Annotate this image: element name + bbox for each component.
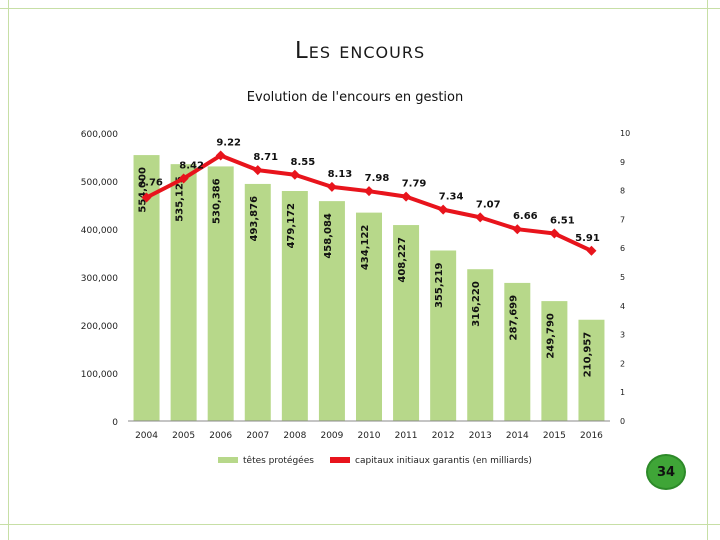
legend-label-line: capitaux initiaux garantis (en milliards… [355, 456, 532, 466]
y-right-tick-label: 7 [620, 215, 625, 224]
frame-line-top [0, 8, 720, 9]
line-value-label: 8.42 [179, 161, 204, 172]
chart-title: Evolution de l'encours en gestion [247, 90, 463, 105]
y-right-tick-label: 6 [620, 244, 625, 253]
bar-value-label: 530,386 [212, 178, 223, 224]
bar-value-label: 355,219 [434, 262, 445, 308]
line-value-label: 9.22 [216, 137, 241, 148]
x-tick-label: 2014 [506, 431, 529, 441]
y-right-tick-label: 9 [620, 158, 625, 167]
bar-2005 [170, 164, 197, 421]
x-tick-label: 2007 [246, 431, 269, 441]
bar-2007 [244, 183, 271, 421]
line-value-label: 7.98 [365, 173, 390, 184]
x-tick-label: 2009 [320, 431, 343, 441]
y-left-tick-label: 500,000 [81, 178, 118, 188]
legend-swatch-line [330, 457, 350, 463]
y-right-tick-label: 4 [620, 302, 625, 311]
x-tick-label: 2015 [543, 431, 566, 441]
bar-2011 [393, 225, 420, 421]
bar-2013 [467, 269, 494, 421]
y-right-tick-label: 1 [620, 388, 625, 397]
bar-value-label: 287,699 [508, 295, 519, 341]
x-tick-label: 2016 [580, 431, 603, 441]
line-point-2015 [549, 228, 560, 239]
line-point-2009 [326, 181, 337, 192]
bar-value-label: 249,790 [545, 313, 556, 359]
line-value-label: 8.71 [253, 152, 278, 163]
line-value-label: 8.55 [291, 157, 316, 168]
y-right-tick-label: 5 [620, 273, 625, 282]
y-right-tick-label: 2 [620, 359, 625, 368]
line-point-2013 [475, 212, 486, 223]
bar-2010 [356, 212, 382, 421]
y-left-tick-label: 400,000 [81, 226, 118, 236]
y-right-tick-label: 8 [620, 187, 625, 196]
bar-value-label: 493,876 [249, 196, 260, 242]
slide-title: Les encours [294, 38, 426, 64]
y-left-tick-label: 300,000 [81, 274, 118, 284]
line-point-2011 [401, 191, 412, 202]
x-tick-label: 2012 [432, 431, 455, 441]
line-value-label: 7.79 [402, 179, 427, 190]
x-tick-label: 2013 [469, 431, 492, 441]
bar-2015 [541, 301, 568, 421]
line-point-2016 [586, 245, 597, 256]
y-right-tick-label: 3 [620, 331, 625, 340]
bar-value-label: 408,227 [397, 237, 408, 283]
bar-2012 [430, 250, 457, 421]
x-tick-label: 2004 [135, 431, 158, 441]
bar-value-label: 535,125 [175, 176, 186, 222]
y-right-tick-label: 0 [620, 417, 625, 426]
bar-2009 [318, 201, 345, 421]
bar-value-label: 434,122 [360, 225, 371, 271]
line-point-2006 [215, 150, 226, 161]
bar-value-label: 479,172 [286, 203, 297, 249]
x-tick-label: 2006 [209, 431, 232, 441]
line-point-2010 [364, 186, 374, 197]
line-point-2014 [512, 224, 523, 235]
line-point-2005 [178, 173, 189, 184]
legend-label-bars: têtes protégées [243, 455, 314, 466]
x-tick-label: 2010 [358, 431, 381, 441]
line-value-label: 5.91 [575, 233, 600, 244]
bar-value-label: 458,084 [323, 213, 334, 259]
line-point-2012 [438, 204, 449, 215]
page-number-badge: 34 [646, 454, 686, 490]
line-value-label: 6.66 [513, 211, 538, 222]
bar-2016 [578, 319, 605, 421]
legend-swatch-bars [218, 457, 238, 463]
bar-2008 [281, 190, 308, 421]
line-point-2007 [252, 165, 263, 176]
bar-value-label: 554,000 [138, 167, 149, 213]
frame-line-right [707, 0, 708, 540]
frame-line-left [8, 0, 9, 540]
line-value-label: 6.51 [550, 216, 575, 227]
bar-value-label: 210,957 [582, 332, 593, 378]
bar-value-label: 316,220 [471, 281, 482, 327]
line-point-2004 [141, 192, 152, 203]
line-value-label: 7.07 [476, 199, 501, 210]
x-tick-label: 2011 [395, 431, 418, 441]
y-left-tick-label: 200,000 [81, 322, 118, 332]
line-value-label: 8.13 [328, 169, 353, 180]
bar-2014 [504, 282, 531, 421]
x-tick-label: 2005 [172, 431, 195, 441]
y-left-tick-label: 100,000 [81, 370, 118, 380]
bar-2006 [207, 166, 234, 421]
x-tick-label: 2008 [283, 431, 306, 441]
line-point-2008 [289, 169, 300, 180]
line-value-label: 7.76 [138, 178, 163, 189]
y-left-tick-label: 0 [112, 418, 118, 428]
line-value-label: 7.34 [439, 192, 464, 203]
y-right-tick-label: 10 [620, 129, 630, 138]
frame-line-bottom [0, 524, 720, 525]
y-left-tick-label: 600,000 [81, 130, 118, 140]
